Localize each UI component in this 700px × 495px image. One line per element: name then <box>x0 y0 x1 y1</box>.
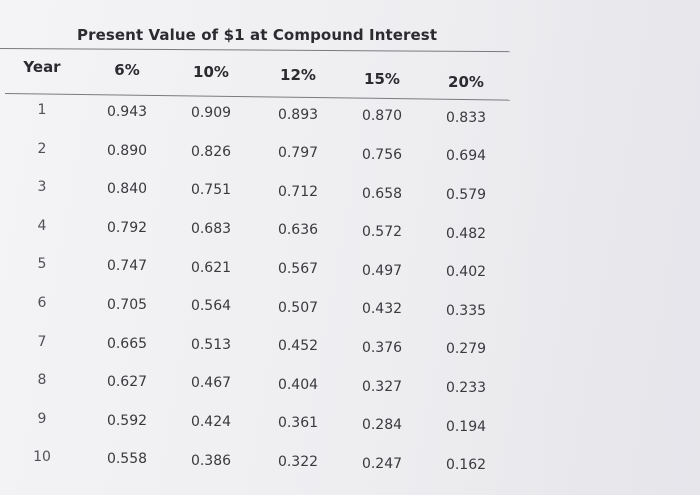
value-cell-rate-20: 0.335 <box>445 302 487 319</box>
value-cell-rate-20: 0.279 <box>445 341 487 358</box>
value-cell-rate-20: 0.482 <box>445 225 487 242</box>
value-cell-rate-12: 0.507 <box>277 299 319 316</box>
value-cell-rate-15: 0.327 <box>361 378 403 395</box>
value-cell-rate-6: 0.558 <box>106 451 148 468</box>
value-cell-rate-12: 0.567 <box>277 261 319 277</box>
value-cell-rate-12: 0.452 <box>277 338 319 355</box>
header-rate-20: 20% <box>448 73 484 91</box>
value-cell-rate-12: 0.636 <box>277 222 319 239</box>
value-cell-rate-10: 0.826 <box>190 143 232 160</box>
header-rule <box>4 93 510 101</box>
value-cell-rate-6: 0.840 <box>106 181 148 198</box>
header-rate-10: 10% <box>193 63 229 81</box>
table-title: Present Value of $1 at Compound Interest <box>77 26 438 44</box>
value-cell-rate-6: 0.627 <box>106 374 148 391</box>
value-cell-rate-20: 0.402 <box>445 264 487 281</box>
value-cell-rate-10: 0.386 <box>190 452 232 469</box>
value-cell-rate-15: 0.497 <box>361 262 403 279</box>
value-cell-rate-20: 0.833 <box>445 109 487 126</box>
top-rule <box>0 48 510 53</box>
value-cell-rate-6: 0.792 <box>106 219 148 236</box>
value-cell-rate-15: 0.432 <box>361 301 403 318</box>
value-cell-rate-12: 0.361 <box>277 415 319 432</box>
value-cell-rate-20: 0.162 <box>445 457 487 474</box>
value-cell-rate-10: 0.467 <box>190 375 232 392</box>
value-cell-rate-20: 0.579 <box>445 187 487 204</box>
year-cell: 1 <box>37 102 47 118</box>
header-rate-12: 12% <box>280 66 316 84</box>
year-cell: 7 <box>37 333 47 350</box>
value-cell-rate-20: 0.233 <box>445 380 487 397</box>
value-cell-rate-6: 0.592 <box>106 412 148 429</box>
value-cell-rate-15: 0.756 <box>361 146 403 163</box>
year-cell: 2 <box>37 140 47 157</box>
value-cell-rate-15: 0.870 <box>361 108 403 125</box>
value-cell-rate-15: 0.572 <box>361 224 403 241</box>
value-cell-rate-12: 0.322 <box>277 454 319 470</box>
year-cell: 3 <box>37 179 47 196</box>
year-cell: 4 <box>37 217 47 234</box>
value-cell-rate-6: 0.890 <box>106 142 148 159</box>
value-cell-rate-10: 0.513 <box>190 336 232 353</box>
value-cell-rate-6: 0.943 <box>106 103 148 120</box>
year-cell: 9 <box>37 410 47 427</box>
year-cell: 5 <box>37 256 47 273</box>
header-year: Year <box>23 58 61 76</box>
value-cell-rate-12: 0.404 <box>277 376 319 393</box>
year-cell: 10 <box>33 449 51 466</box>
value-cell-rate-10: 0.909 <box>190 105 232 122</box>
value-cell-rate-12: 0.797 <box>277 145 319 162</box>
value-cell-rate-10: 0.564 <box>190 298 232 315</box>
value-cell-rate-6: 0.705 <box>106 296 148 313</box>
header-rate-15: 15% <box>364 70 400 88</box>
value-cell-rate-10: 0.424 <box>190 414 232 431</box>
year-cell: 8 <box>37 372 47 389</box>
value-cell-rate-6: 0.747 <box>106 258 148 275</box>
header-rate-6: 6% <box>114 61 140 79</box>
value-cell-rate-20: 0.194 <box>445 418 487 435</box>
value-cell-rate-10: 0.683 <box>190 221 232 238</box>
value-cell-rate-12: 0.712 <box>277 183 319 200</box>
photo-glare <box>510 0 700 495</box>
value-cell-rate-15: 0.376 <box>361 339 403 356</box>
value-cell-rate-20: 0.694 <box>445 148 487 165</box>
value-cell-rate-12: 0.893 <box>277 106 319 123</box>
value-cell-rate-15: 0.284 <box>361 417 403 434</box>
value-cell-rate-15: 0.247 <box>361 455 403 472</box>
value-cell-rate-10: 0.621 <box>190 259 232 276</box>
value-cell-rate-10: 0.751 <box>190 182 232 199</box>
value-cell-rate-6: 0.665 <box>106 335 148 352</box>
year-cell: 6 <box>37 295 47 311</box>
value-cell-rate-15: 0.658 <box>361 185 403 202</box>
